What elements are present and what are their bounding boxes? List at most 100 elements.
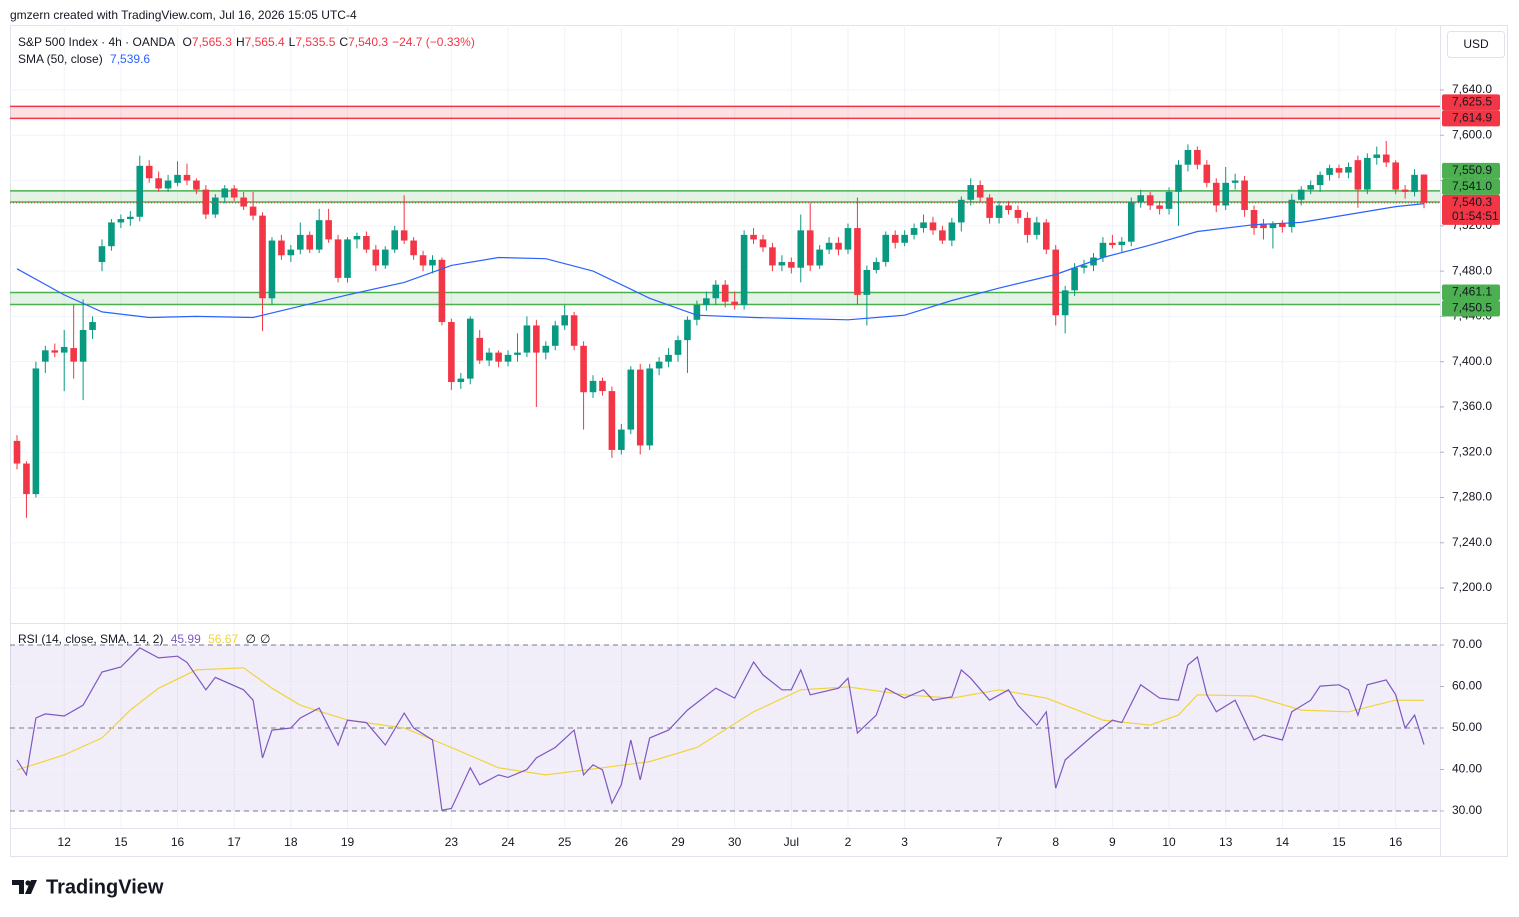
x-tick-label: 30 — [728, 835, 742, 849]
rsi-extra: ∅ — [259, 632, 271, 646]
symbol: S&P 500 Index · 4h · OANDA — [18, 35, 176, 49]
candle-body — [599, 380, 606, 392]
candle-body — [769, 247, 776, 266]
zone — [10, 106, 1440, 119]
candle-body — [693, 305, 701, 320]
candle-body — [1165, 191, 1173, 209]
candle-body — [551, 325, 559, 346]
candle-body — [1061, 290, 1069, 316]
sma-value: 7,539.6 — [110, 52, 151, 66]
rsi-value: 45.99 — [170, 632, 201, 646]
ohlc-key: C — [339, 35, 349, 49]
currency[interactable]: USD — [1463, 37, 1489, 51]
x-tick-label: 14 — [1276, 835, 1290, 849]
candle-body — [806, 230, 814, 266]
ohlc-key: L — [288, 35, 296, 49]
price-tag — [1442, 162, 1500, 179]
price-tag — [1442, 284, 1500, 301]
candle-body — [438, 259, 446, 323]
candle-body — [296, 234, 304, 250]
ohlc-value: 7,565.4 — [244, 35, 285, 49]
sma-line — [16, 203, 1425, 321]
candle-body — [1241, 180, 1248, 210]
candle-body — [485, 352, 493, 361]
rsi-sma-line — [16, 667, 1425, 776]
candle-body — [627, 369, 635, 430]
candle-body — [825, 242, 833, 250]
price-tag-label: 7,614.9 — [1452, 111, 1492, 125]
x-tick-label: 7 — [996, 835, 1003, 849]
candle-body — [51, 350, 59, 353]
ohlc-key: H — [235, 35, 245, 49]
candle-body — [32, 368, 40, 495]
candle-body — [665, 354, 672, 362]
brand: TradingView — [46, 876, 164, 898]
candle-body — [939, 230, 946, 241]
candle-body — [202, 189, 210, 215]
candle-body — [495, 352, 502, 362]
candle-body — [1052, 249, 1060, 316]
candle-body — [400, 230, 408, 241]
candle-body — [684, 319, 691, 341]
change: −24.7 (−0.33%) — [392, 35, 475, 49]
candle-body — [117, 219, 125, 223]
candle-body — [589, 380, 597, 393]
zone — [10, 190, 1440, 203]
candle-body — [873, 262, 880, 270]
last-price-label: 7,540.3 — [1452, 195, 1492, 209]
candle-body — [344, 239, 351, 278]
candle-body — [1137, 195, 1145, 203]
price-tag — [1442, 94, 1500, 111]
candle-body — [1250, 209, 1258, 229]
last-price-tag — [1442, 194, 1500, 225]
candle-body — [70, 348, 77, 362]
candle-body — [835, 242, 842, 250]
candle-body — [249, 206, 257, 216]
candle-body — [193, 180, 200, 190]
candle-body — [429, 259, 436, 266]
x-tick-label: 16 — [171, 835, 185, 849]
y-tick-label: 7,480.0 — [1452, 263, 1492, 277]
grid — [10, 25, 1440, 828]
x-tick-label: 12 — [58, 835, 72, 849]
candle-body — [703, 298, 710, 306]
candle-body — [145, 165, 153, 179]
candle-body — [646, 368, 653, 446]
candle-body — [287, 249, 295, 256]
candle-body — [778, 262, 786, 266]
price-tag-label: 7,550.9 — [1452, 163, 1492, 177]
x-tick-label: 23 — [445, 835, 459, 849]
candle-body — [174, 174, 181, 183]
ohlc-value: 7,565.3 — [191, 35, 232, 49]
candle-body — [882, 234, 890, 263]
candle-body — [1033, 222, 1041, 235]
candle-body — [1269, 223, 1277, 229]
candle-body — [23, 463, 30, 495]
currency-box[interactable] — [1447, 31, 1505, 58]
rsi-tick-label: 50.00 — [1452, 720, 1482, 734]
candle-body — [42, 350, 49, 362]
axis: 12 15 16 17 18 19 23 24 25 26 29 30 Jul 2 3 7 8 9 10 13 14 15… — [58, 82, 1500, 849]
price-tag — [1442, 178, 1500, 195]
candle-body — [636, 369, 644, 446]
ohlc-key: O — [182, 35, 192, 49]
candle-body — [212, 197, 219, 215]
candle-body — [533, 325, 540, 353]
candle-body — [1401, 189, 1409, 192]
y-tick-label: 7,240.0 — [1452, 535, 1492, 549]
candle-body — [986, 197, 993, 218]
candle-body — [1345, 166, 1352, 173]
candle-body — [1014, 209, 1022, 218]
candle-body — [108, 222, 115, 247]
candle-body — [721, 284, 729, 302]
candle-body — [976, 185, 984, 198]
brand-logo — [12, 880, 37, 894]
candle-body — [1335, 168, 1343, 173]
candle-body — [854, 228, 861, 295]
candle-body — [1146, 195, 1154, 206]
candle-body — [504, 354, 512, 362]
candle-body — [315, 220, 323, 250]
candle-body — [1005, 205, 1012, 210]
candle-body — [655, 361, 663, 369]
